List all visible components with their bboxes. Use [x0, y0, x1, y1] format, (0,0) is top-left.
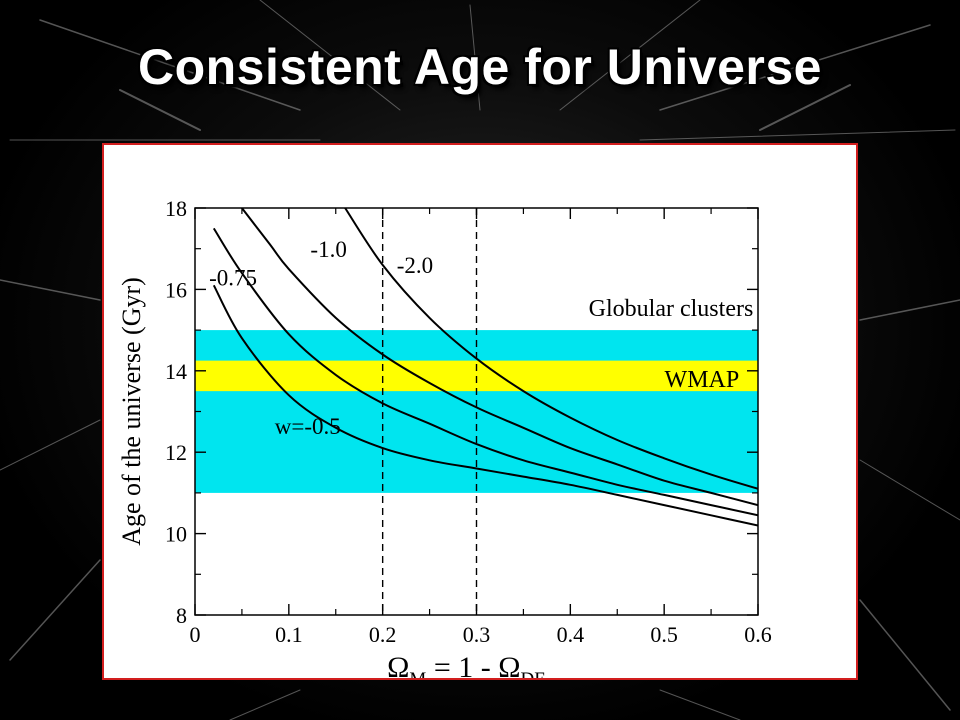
y-tick-label: 16	[165, 277, 187, 302]
y-tick-label: 14	[165, 359, 187, 384]
curves-layer	[212, 208, 758, 527]
ticks-layer: 0 0.1 0.2 0.3 0.4 0.5 0.6 8 10 12 14 16 18	[165, 196, 772, 647]
band-label-globular-clusters: Globular clusters	[589, 296, 754, 322]
x-axis-title-sub-m: M	[409, 669, 426, 678]
curve-label: -1.0	[310, 237, 346, 262]
curve-label: w=-0.5	[275, 414, 341, 439]
x-tick-label: 0.4	[557, 622, 585, 647]
curve-w-2-0	[344, 208, 758, 490]
y-axis-title: Age of the universe (Gyr)	[117, 277, 146, 546]
x-tick-label: 0.1	[275, 622, 303, 647]
x-axis-title-omega: Ω	[387, 651, 409, 678]
labels-layer: w=-0.5 -0.75 -1.0 -2.0 Globular clusters WMAP	[209, 237, 753, 439]
x-tick-label: 0.5	[650, 622, 678, 647]
curve-w-1-0	[241, 208, 758, 507]
band-label-wmap: WMAP	[665, 367, 740, 393]
x-tick-label: 0.6	[744, 622, 772, 647]
x-axis-title-sub-de: DE	[521, 669, 546, 678]
x-axis-title-mid: = 1 - Ω	[426, 651, 520, 678]
x-tick-label: 0.2	[369, 622, 397, 647]
x-tick-label: 0.3	[463, 622, 491, 647]
curve-label: -0.75	[209, 265, 257, 290]
x-tick-label: 0	[190, 622, 201, 647]
y-tick-label: 18	[165, 196, 187, 221]
y-tick-label: 8	[176, 603, 187, 628]
y-tick-label: 10	[165, 522, 187, 547]
curve-w-0-75	[212, 227, 758, 517]
age-chart: 0 0.1 0.2 0.3 0.4 0.5 0.6 8 10 12 14 16 18 w=-0.5 -0.…	[117, 196, 772, 678]
chart-panel: 0 0.1 0.2 0.3 0.4 0.5 0.6 8 10 12 14 16 18 w=-0.5 -0.…	[102, 143, 858, 680]
y-tick-label: 12	[165, 440, 187, 465]
slide-title: Consistent Age for Universe	[137, 39, 822, 95]
vlines-layer	[381, 208, 478, 615]
x-axis-title: ΩM = 1 - ΩDE	[387, 651, 546, 678]
curve-w-0-5	[212, 284, 758, 527]
curve-label: -2.0	[397, 253, 433, 278]
